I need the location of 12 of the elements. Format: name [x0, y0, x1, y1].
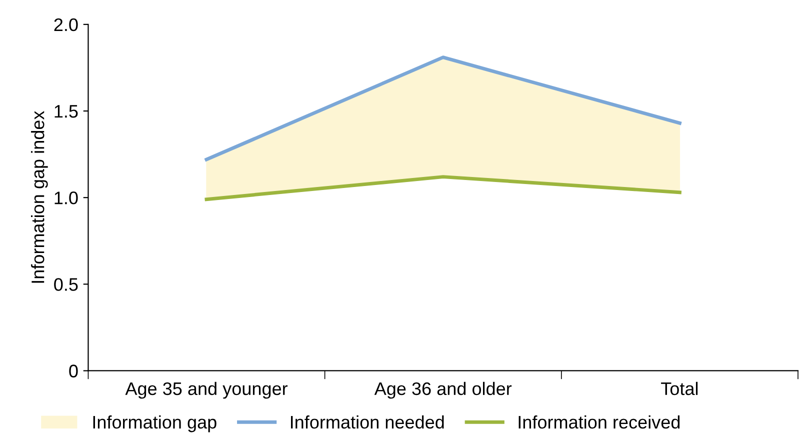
y-tick-label: 0.5 [54, 278, 78, 291]
x-tick-label: Age 35 and younger [125, 382, 288, 399]
legend-label: Information received [518, 415, 680, 429]
x-tick-label: Age 36 and older [374, 382, 512, 399]
y-tick-label: 2.0 [54, 18, 78, 32]
y-tick-label: 1.5 [54, 105, 78, 118]
x-tick-label: Total [661, 382, 698, 396]
y-tick-label: 1.0 [54, 192, 78, 204]
y-axis-title: Information gap index [31, 110, 48, 283]
legend-label: Information needed [291, 415, 444, 429]
legend-label: Information gap [93, 415, 216, 432]
y-tick-label: 0 [69, 364, 78, 378]
